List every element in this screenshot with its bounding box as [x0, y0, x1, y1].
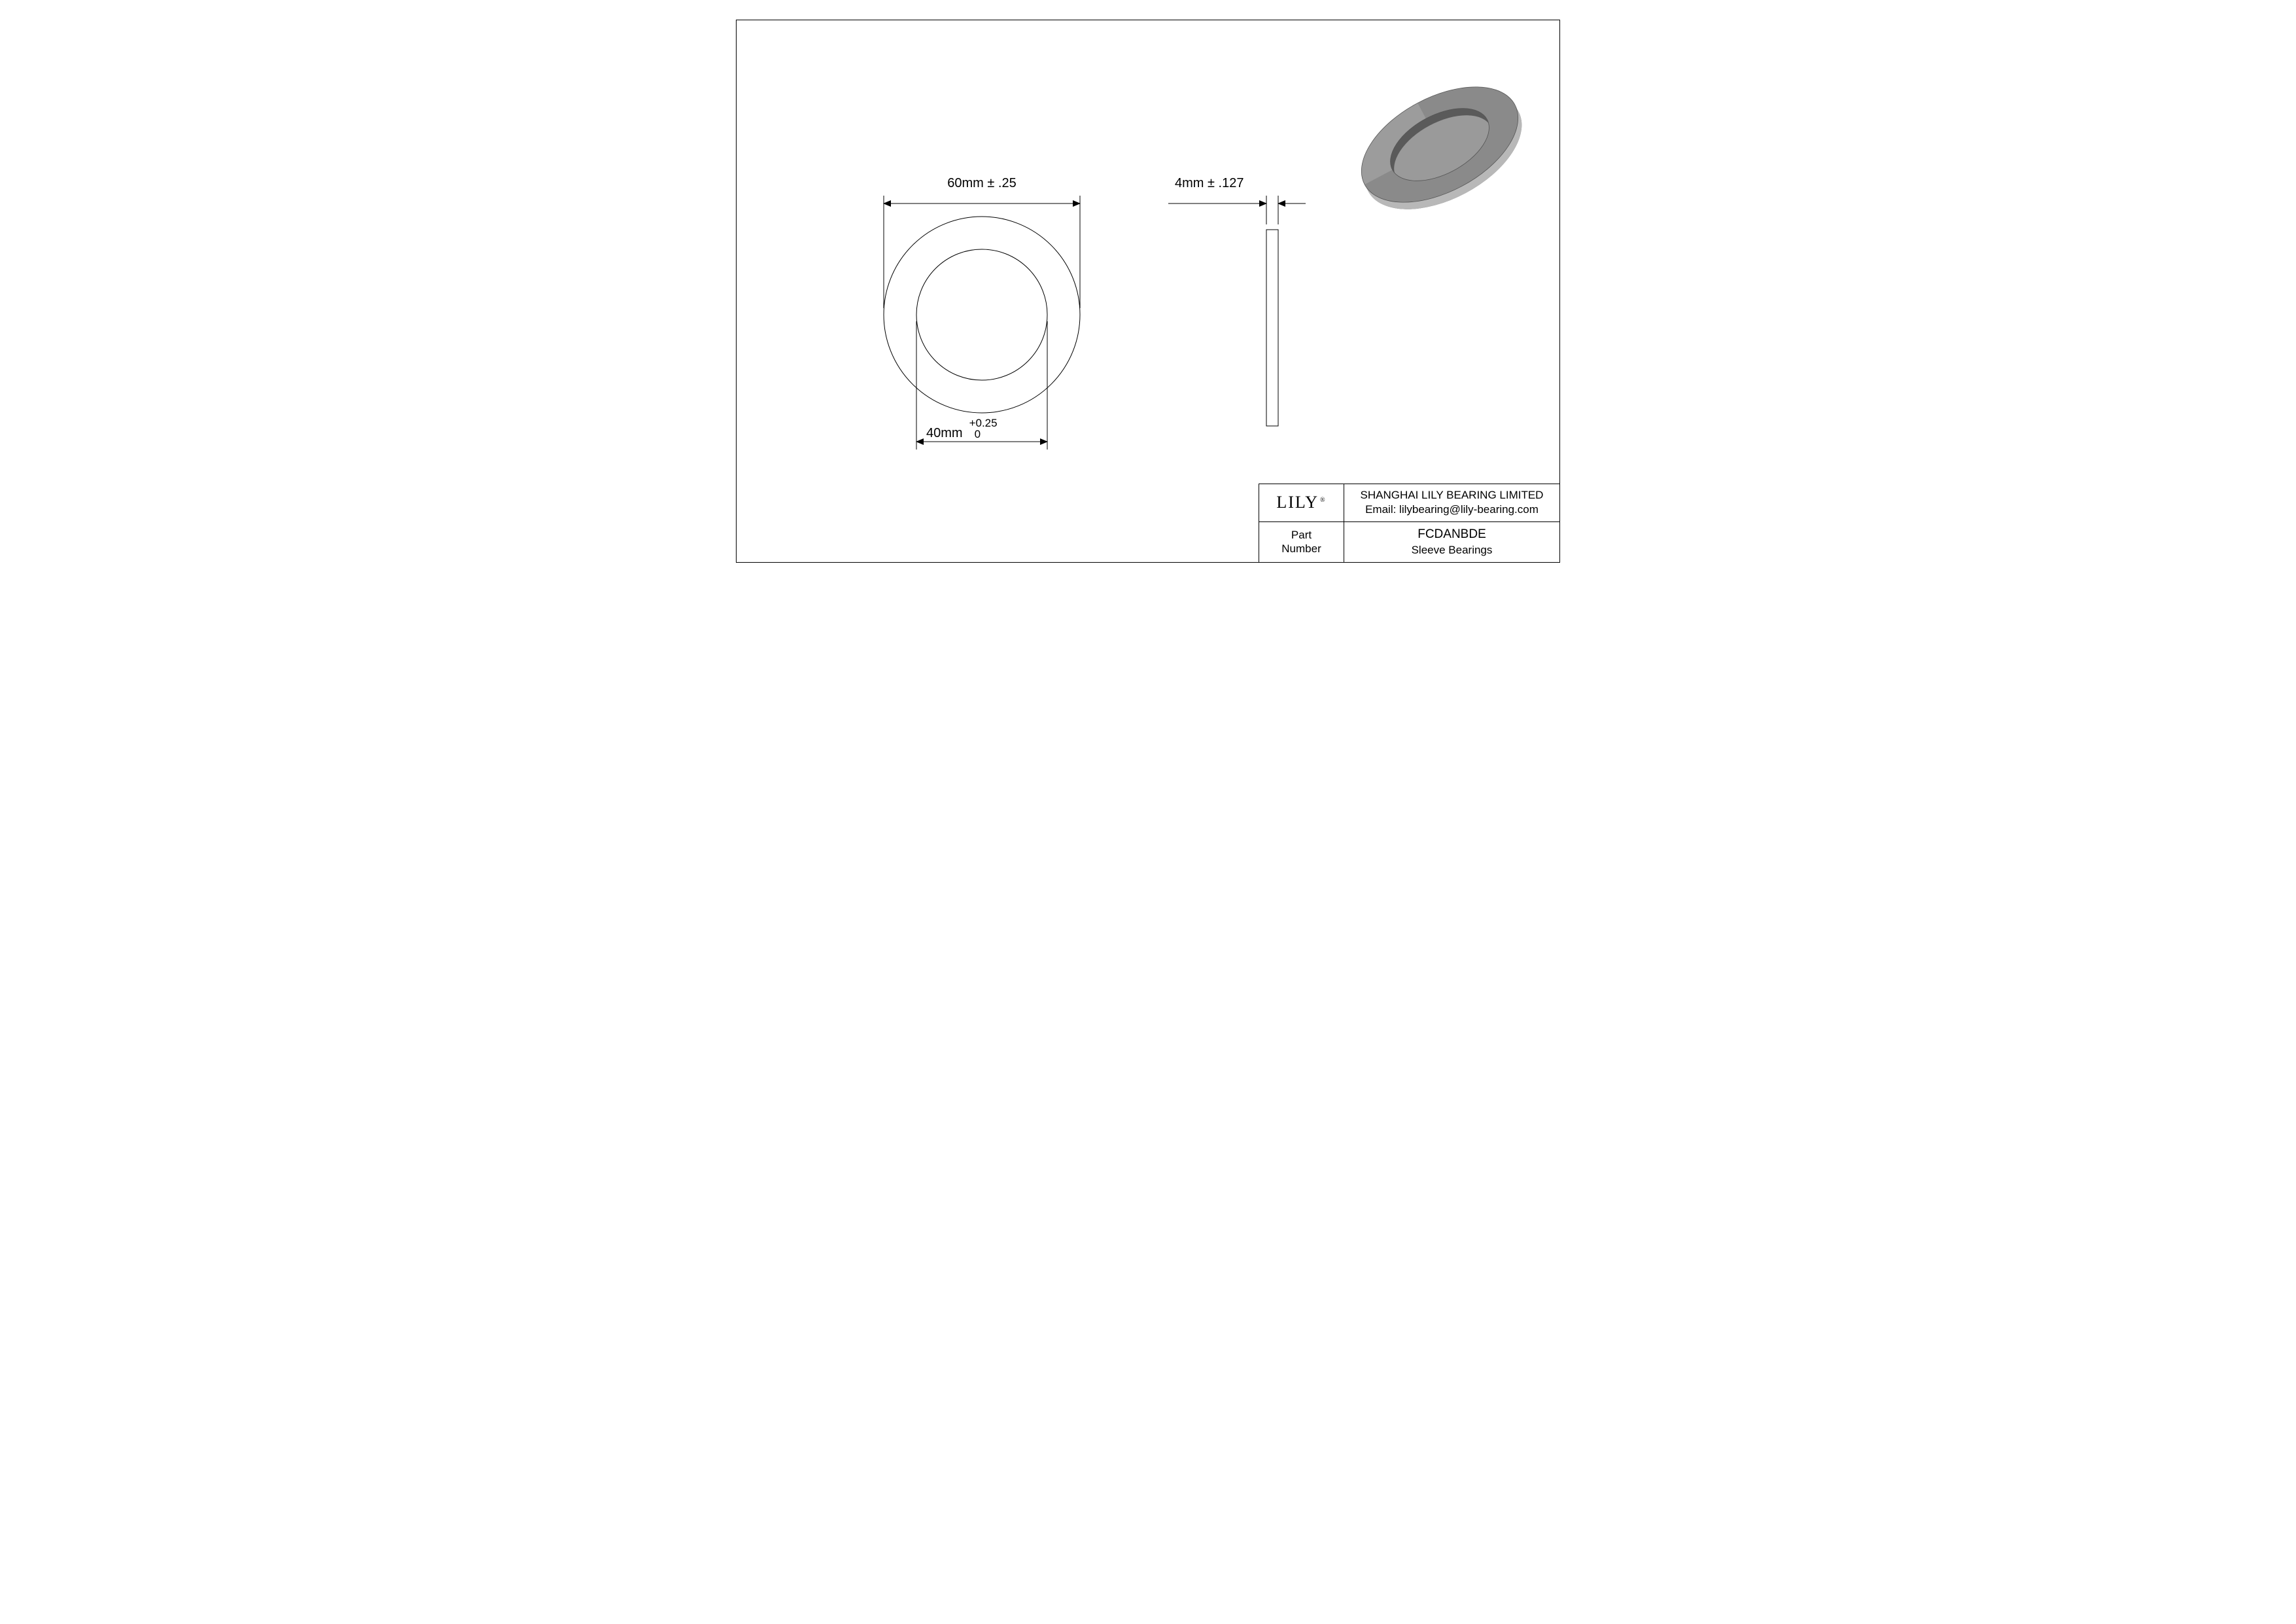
page-root: 60mm ± .25 40mm +0.25 0 4mm ± .127 [723, 0, 1573, 602]
logo-text: LILY® [1276, 493, 1326, 512]
company-email: Email: lilybearing@lily-bearing.com [1365, 503, 1539, 518]
part-number-value-cell: FCDANBDE Sleeve Bearings [1344, 522, 1559, 562]
pn-label-line1: Part [1291, 529, 1312, 542]
part-description: Sleeve Bearings [1412, 543, 1493, 558]
company-name: SHANGHAI LILY BEARING LIMITED [1361, 488, 1544, 503]
part-number-label-cell: Part Number [1259, 522, 1344, 562]
front-view [884, 196, 1080, 450]
drawing-canvas [737, 20, 1559, 562]
logo-registered-icon: ® [1320, 497, 1327, 504]
title-block: LILY® SHANGHAI LILY BEARING LIMITED Emai… [1259, 484, 1559, 562]
title-block-row-part: Part Number FCDANBDE Sleeve Bearings [1259, 522, 1559, 562]
logo-main: LILY [1276, 493, 1319, 512]
side-view [1168, 196, 1306, 426]
drawing-frame: 60mm ± .25 40mm +0.25 0 4mm ± .127 [736, 20, 1560, 563]
logo-cell: LILY® [1259, 484, 1344, 522]
pn-label-line2: Number [1281, 542, 1321, 556]
part-number-value: FCDANBDE [1418, 526, 1486, 543]
company-cell: SHANGHAI LILY BEARING LIMITED Email: lil… [1344, 484, 1559, 522]
iso-view [1342, 63, 1540, 233]
title-block-row-company: LILY® SHANGHAI LILY BEARING LIMITED Emai… [1259, 484, 1559, 523]
